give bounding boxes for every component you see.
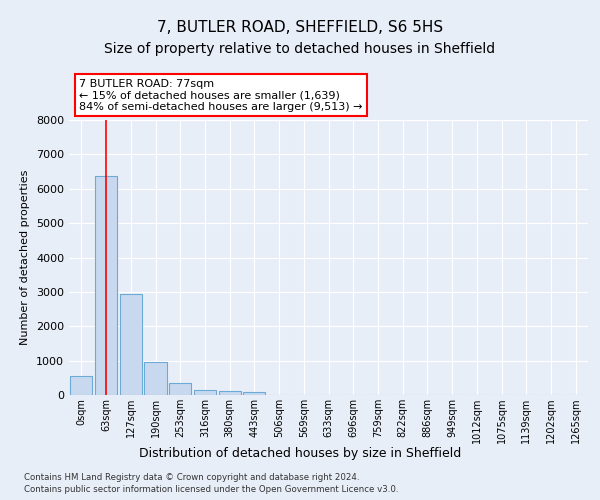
- Text: Contains HM Land Registry data © Crown copyright and database right 2024.: Contains HM Land Registry data © Crown c…: [24, 472, 359, 482]
- Y-axis label: Number of detached properties: Number of detached properties: [20, 170, 31, 345]
- Bar: [218, 391, 241, 395]
- Bar: [119, 294, 142, 395]
- Bar: [169, 384, 191, 395]
- Text: Contains public sector information licensed under the Open Government Licence v3: Contains public sector information licen…: [24, 485, 398, 494]
- Bar: [145, 362, 167, 395]
- Bar: [70, 376, 92, 395]
- Bar: [95, 176, 117, 395]
- Text: Size of property relative to detached houses in Sheffield: Size of property relative to detached ho…: [104, 42, 496, 56]
- Text: 7, BUTLER ROAD, SHEFFIELD, S6 5HS: 7, BUTLER ROAD, SHEFFIELD, S6 5HS: [157, 20, 443, 35]
- Bar: [243, 392, 265, 395]
- Bar: [194, 390, 216, 395]
- Text: Distribution of detached houses by size in Sheffield: Distribution of detached houses by size …: [139, 448, 461, 460]
- Text: 7 BUTLER ROAD: 77sqm
← 15% of detached houses are smaller (1,639)
84% of semi-de: 7 BUTLER ROAD: 77sqm ← 15% of detached h…: [79, 78, 363, 112]
